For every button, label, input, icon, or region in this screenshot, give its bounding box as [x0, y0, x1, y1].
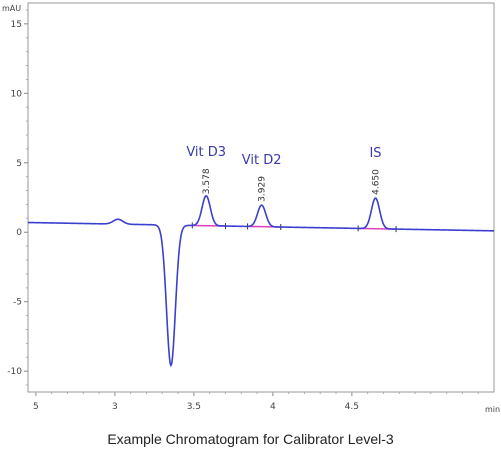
peak-name-0: Vit D3 [186, 145, 226, 160]
x-axis: 5 3 3.5 4 4.5 [33, 392, 479, 412]
x-tick-label-0: 5 [33, 402, 39, 412]
peak-name-2: IS [369, 146, 381, 161]
y-axis: 15 10 5 0 -5 -10 [7, 9, 28, 386]
y-unit-label: mAU [2, 4, 21, 13]
x-tick-label-3: 4 [270, 402, 276, 412]
y-tick-label-4: -5 [13, 298, 22, 308]
plot-frame [27, 2, 495, 393]
x-unit-label: min [485, 405, 500, 414]
peak-retention-time-0: 3.578 [202, 168, 212, 194]
signal-trace [27, 194, 495, 368]
y-tick-label-3: 0 [16, 228, 22, 238]
y-tick-label-1: 10 [11, 89, 23, 99]
peak-name-1: Vit D2 [242, 153, 282, 168]
y-tick-label-2: 5 [16, 159, 22, 169]
chromatogram-chart: 15 10 5 0 -5 -10 5 3 3.5 4 4.5 mAU min 3.578 Vit D… [2, 2, 500, 414]
y-tick-label-5: -10 [7, 367, 22, 377]
peak-retention-time-1: 3.929 [258, 176, 268, 202]
x-tick-label-2: 3.5 [187, 402, 201, 412]
figure-caption: Example Chromatogram for Calibrator Leve… [107, 431, 394, 447]
peak-labels: 3.578 Vit D3 3.929 Vit D2 4.650 IS [186, 145, 381, 202]
x-tick-label-1: 3 [112, 402, 118, 412]
y-tick-label-0: 15 [11, 20, 22, 30]
peak-retention-time-2: 4.650 [372, 169, 382, 195]
x-tick-label-4: 4.5 [345, 402, 359, 412]
